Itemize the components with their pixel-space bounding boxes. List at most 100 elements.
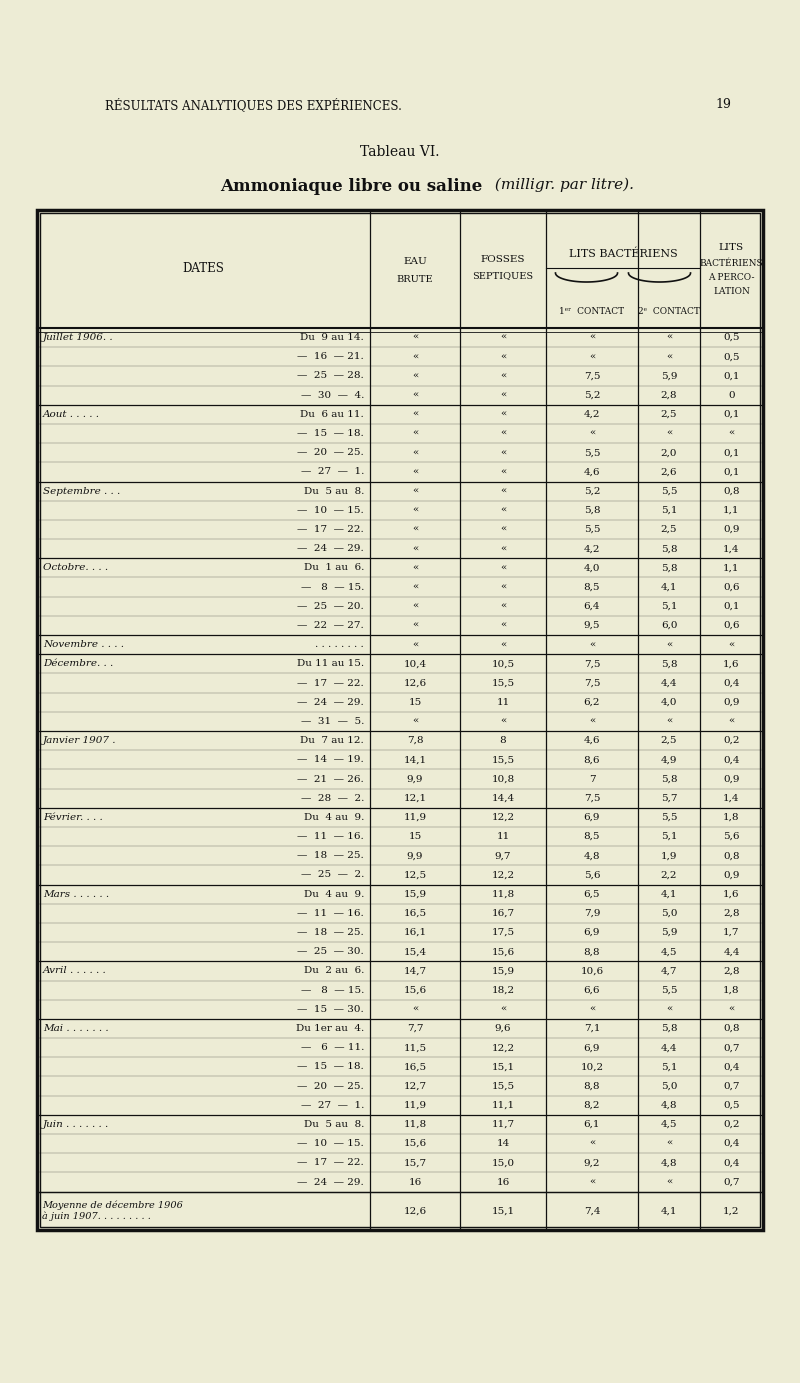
Text: «: « [589, 640, 595, 649]
Text: 15,4: 15,4 [403, 947, 426, 956]
Text: Septembre . . .: Septembre . . . [43, 487, 120, 495]
Text: 6,9: 6,9 [584, 1043, 600, 1052]
Text: 5,9: 5,9 [661, 372, 678, 380]
Text: Juillet 1906. .: Juillet 1906. . [43, 333, 114, 342]
Text: «: « [412, 544, 418, 553]
Text: 15,5: 15,5 [491, 755, 514, 765]
Text: 12,6: 12,6 [403, 1206, 426, 1216]
Text: 4,8: 4,8 [661, 1159, 678, 1167]
Text: 15,5: 15,5 [491, 679, 514, 687]
Text: 12,6: 12,6 [403, 679, 426, 687]
Text: 4,6: 4,6 [584, 467, 600, 476]
Text: 6,4: 6,4 [584, 602, 600, 611]
Text: —  11  — 16.: — 11 — 16. [298, 833, 364, 841]
Text: 9,6: 9,6 [494, 1023, 511, 1033]
Text: —  27  —  1.: — 27 — 1. [301, 467, 364, 476]
Text: «: « [412, 372, 418, 380]
Text: Du 11 au 15.: Du 11 au 15. [297, 660, 364, 668]
Text: 8: 8 [500, 736, 506, 745]
Text: 16,5: 16,5 [403, 909, 426, 918]
Text: «: « [500, 602, 506, 611]
Text: «: « [412, 1005, 418, 1014]
Text: 5,1: 5,1 [661, 833, 678, 841]
Text: 5,7: 5,7 [661, 794, 678, 802]
Text: à juin 1907. . . . . . . . .: à juin 1907. . . . . . . . . [42, 1212, 151, 1221]
Text: 1,8: 1,8 [723, 813, 740, 822]
Text: —  17  — 22.: — 17 — 22. [298, 1159, 364, 1167]
Text: 11,7: 11,7 [491, 1120, 514, 1129]
Text: 6,5: 6,5 [584, 889, 600, 899]
Bar [37, 210, 763, 1229]
Text: —  24  — 29.: — 24 — 29. [298, 698, 364, 707]
Text: «: « [666, 716, 672, 726]
Text: 16,7: 16,7 [491, 909, 514, 918]
Text: 14,7: 14,7 [403, 967, 426, 975]
Text: 12,1: 12,1 [403, 794, 426, 802]
Text: —  24  — 29.: — 24 — 29. [298, 1177, 364, 1187]
Text: 10,8: 10,8 [491, 774, 514, 784]
Text: 14,1: 14,1 [403, 755, 426, 765]
Text: 6,0: 6,0 [661, 621, 678, 631]
Text: «: « [500, 372, 506, 380]
Text: 6,6: 6,6 [584, 986, 600, 994]
Text: 5,8: 5,8 [661, 660, 678, 668]
Text: 15,1: 15,1 [491, 1206, 514, 1216]
Text: 4,2: 4,2 [584, 409, 600, 419]
Text: 0,8: 0,8 [723, 852, 740, 860]
Text: «: « [412, 640, 418, 649]
Text: 4,9: 4,9 [661, 755, 678, 765]
Text: 16: 16 [496, 1177, 510, 1187]
Text: 12,2: 12,2 [491, 870, 514, 880]
Text: 7,5: 7,5 [584, 679, 600, 687]
Text: «: « [412, 487, 418, 495]
Text: 15,6: 15,6 [491, 947, 514, 956]
Text: 8,8: 8,8 [584, 1082, 600, 1091]
Text: 0,8: 0,8 [723, 487, 740, 495]
Text: 0,5: 0,5 [723, 333, 740, 342]
Text: 6,1: 6,1 [584, 1120, 600, 1129]
Text: 1,7: 1,7 [723, 928, 740, 938]
Text: LATION: LATION [713, 286, 750, 296]
Text: «: « [500, 621, 506, 631]
Text: —  25  — 30.: — 25 — 30. [298, 947, 364, 956]
Text: 16,1: 16,1 [403, 928, 426, 938]
Text: 15,5: 15,5 [491, 1082, 514, 1091]
Text: LITS BACTÉRIENS: LITS BACTÉRIENS [569, 249, 678, 259]
Text: Aout . . . . .: Aout . . . . . [43, 409, 100, 419]
Text: Du  4 au  9.: Du 4 au 9. [304, 889, 364, 899]
Text: —  15  — 30.: — 15 — 30. [298, 1005, 364, 1014]
Text: 15,7: 15,7 [403, 1159, 426, 1167]
Text: 4,4: 4,4 [723, 947, 740, 956]
Text: «: « [728, 429, 734, 438]
Text: 1,6: 1,6 [723, 889, 740, 899]
Text: 11: 11 [496, 698, 510, 707]
Text: 5,2: 5,2 [584, 390, 600, 400]
Text: 5,8: 5,8 [661, 544, 678, 553]
Text: 5,1: 5,1 [661, 602, 678, 611]
Text: 5,8: 5,8 [661, 774, 678, 784]
Text: 0,7: 0,7 [723, 1043, 740, 1052]
Text: Du  9 au 14.: Du 9 au 14. [300, 333, 364, 342]
Text: —  27  —  1.: — 27 — 1. [301, 1101, 364, 1109]
Text: 0: 0 [728, 390, 735, 400]
Text: «: « [589, 353, 595, 361]
Text: «: « [412, 563, 418, 573]
Text: «: « [500, 506, 506, 514]
Text: Du 1er au  4.: Du 1er au 4. [296, 1023, 364, 1033]
Text: —   6  — 11.: — 6 — 11. [301, 1043, 364, 1052]
Text: 11,8: 11,8 [491, 889, 514, 899]
Text: «: « [412, 467, 418, 476]
Text: Octobre. . . .: Octobre. . . . [43, 563, 108, 573]
Text: 0,7: 0,7 [723, 1082, 740, 1091]
Text: 4,8: 4,8 [661, 1101, 678, 1109]
Text: 6,9: 6,9 [584, 928, 600, 938]
Text: Du  6 au 11.: Du 6 au 11. [300, 409, 364, 419]
Text: —  31  —  5.: — 31 — 5. [301, 716, 364, 726]
Text: 4,4: 4,4 [661, 679, 678, 687]
Text: 9,7: 9,7 [494, 852, 511, 860]
Text: 11,5: 11,5 [403, 1043, 426, 1052]
Text: «: « [500, 429, 506, 438]
Text: BRUTE: BRUTE [397, 275, 434, 285]
Text: 2,2: 2,2 [661, 870, 678, 880]
Text: 0,9: 0,9 [723, 774, 740, 784]
